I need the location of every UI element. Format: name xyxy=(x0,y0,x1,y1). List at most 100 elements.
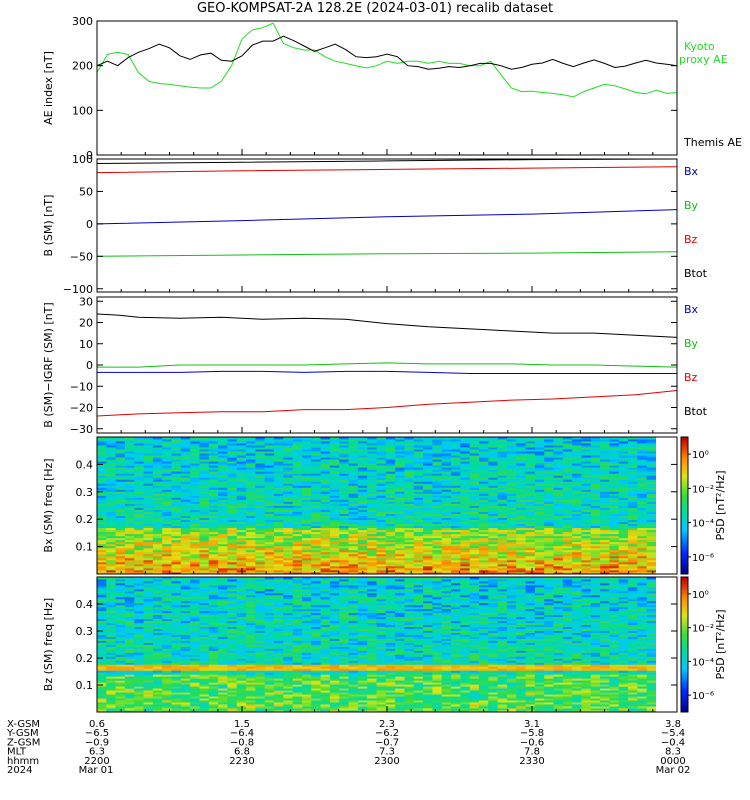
spectrogram-cell xyxy=(180,473,191,476)
spectrogram-cell xyxy=(292,443,303,446)
spectrogram-cell xyxy=(171,628,182,632)
spectrogram-cell xyxy=(134,654,144,657)
spectrogram-cell xyxy=(618,525,629,529)
spectrogram-cell xyxy=(106,453,117,456)
spectrogram-cell xyxy=(572,497,582,500)
spectrogram-cell xyxy=(488,439,499,442)
spectrogram-cell xyxy=(274,487,284,490)
spectrogram-cell xyxy=(283,539,294,543)
spectrogram-cell xyxy=(329,559,340,563)
spectrogram-cell xyxy=(97,529,107,533)
spectrogram-cell xyxy=(637,461,648,464)
spectrogram-cell xyxy=(274,513,284,516)
spectrogram-cell xyxy=(180,672,191,675)
spectrogram-cell xyxy=(97,465,107,468)
spectrogram-cell xyxy=(478,437,489,440)
spectrogram-cell xyxy=(618,467,629,470)
colorbar-step xyxy=(681,532,688,536)
spectrogram-cell xyxy=(115,578,126,582)
spectrogram-cell xyxy=(544,513,554,516)
spectrogram-cell xyxy=(525,495,536,498)
spectrogram-cell xyxy=(264,457,275,460)
spectrogram-cell xyxy=(562,557,573,561)
spectrogram-cell xyxy=(646,475,657,478)
spectrogram-cell xyxy=(97,600,107,604)
spectrogram-cell xyxy=(628,473,638,476)
spectrogram-cell xyxy=(143,553,154,557)
spectrogram-cell xyxy=(246,525,256,529)
spectrogram-cell xyxy=(423,523,433,527)
spectrogram-cell xyxy=(143,445,154,448)
spectrogram-cell xyxy=(385,499,396,502)
spectrogram-cell xyxy=(255,445,266,448)
spectrogram-cell xyxy=(208,563,219,567)
spectrogram-cell xyxy=(544,537,554,541)
spectrogram-cell xyxy=(451,517,461,520)
spectrogram-cell xyxy=(553,457,564,460)
spectrogram-cell xyxy=(301,473,312,476)
spectrogram-cell xyxy=(395,441,405,444)
spectrogram-cell xyxy=(441,563,452,567)
spectrogram-cell xyxy=(357,503,368,506)
spectrogram-cell xyxy=(115,501,126,504)
spectrogram-cell xyxy=(544,525,554,529)
spectrogram-cell xyxy=(152,680,163,683)
spectrogram-cell xyxy=(460,553,471,557)
spectrogram-cell xyxy=(246,547,256,551)
spectrogram-cell xyxy=(376,515,387,518)
y-tick-label: 50 xyxy=(79,185,93,198)
spectrogram-cell xyxy=(97,451,107,454)
spectrogram-cell xyxy=(311,551,321,555)
spectrogram-cell xyxy=(143,632,154,635)
spectrogram-cell xyxy=(292,441,303,444)
spectrogram-cell xyxy=(357,491,368,494)
spectrogram-cell xyxy=(646,571,657,575)
spectrogram-cell xyxy=(301,441,312,444)
spectrogram-cell xyxy=(432,569,443,573)
spectrogram-cell xyxy=(171,672,182,675)
spectrogram-cell xyxy=(124,537,135,541)
spectrogram-cell xyxy=(115,668,126,671)
spectrogram-cell xyxy=(534,437,545,440)
spectrogram-cell xyxy=(115,580,126,584)
spectrogram-cell xyxy=(171,604,182,608)
spectrogram-cell xyxy=(637,455,648,458)
spectrogram-cell xyxy=(143,648,154,651)
spectrogram-cell xyxy=(106,491,117,494)
spectrogram-cell xyxy=(143,525,154,529)
spectrogram-cell xyxy=(311,535,321,539)
spectrogram-cell xyxy=(152,602,163,606)
spectrogram-cell xyxy=(143,559,154,563)
spectrogram-cell xyxy=(246,527,256,531)
spectrogram-cell xyxy=(460,547,471,551)
spectrogram-cell xyxy=(432,517,443,520)
spectrogram-cell xyxy=(581,529,592,533)
spectrogram-cell xyxy=(525,547,536,551)
spectrogram-cell xyxy=(413,557,424,561)
spectrogram-cell xyxy=(208,449,219,452)
spectrogram-cell xyxy=(218,491,228,494)
spectrogram-cell xyxy=(227,563,238,567)
spectrogram-cell xyxy=(274,531,284,535)
y-tick-label: 0.3 xyxy=(76,486,94,499)
spectrogram-cell xyxy=(180,666,191,669)
spectrogram-cell xyxy=(97,473,107,476)
spectrogram-cell xyxy=(590,513,601,516)
spectrogram-cell xyxy=(441,455,452,458)
spectrogram-cell xyxy=(97,519,107,523)
spectrogram-cell xyxy=(199,537,210,541)
legend-label: Themis AE xyxy=(683,136,742,149)
spectrogram-cell xyxy=(292,465,303,468)
spectrogram-cell xyxy=(423,497,433,500)
spectrogram-cell xyxy=(180,642,191,645)
spectrogram-cell xyxy=(236,537,247,541)
spectrogram-cell xyxy=(544,543,554,547)
spectrogram-cell xyxy=(357,439,368,442)
spectrogram-cell xyxy=(451,539,461,543)
spectrogram-cell xyxy=(106,483,117,486)
colorbar-step xyxy=(681,548,688,552)
spectrogram-cell xyxy=(162,614,172,618)
spectrogram-cell xyxy=(572,553,582,557)
spectrogram-cell xyxy=(274,507,284,510)
spectrogram-cell xyxy=(525,453,536,456)
